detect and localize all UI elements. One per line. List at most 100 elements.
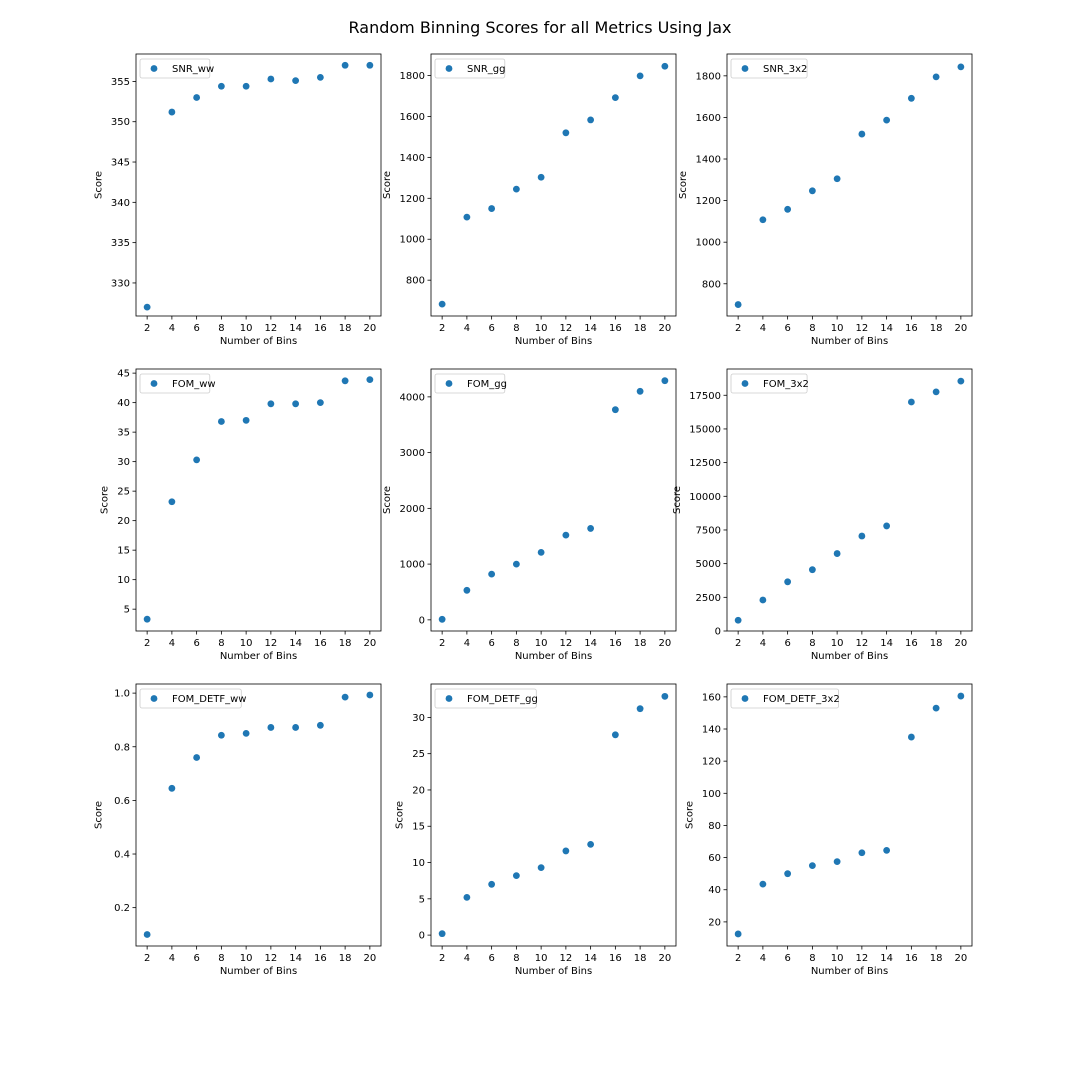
data-point: [488, 570, 496, 578]
y-tick-label: 60: [708, 853, 721, 864]
y-tick-label: 160: [702, 692, 721, 703]
y-tick-label: 800: [702, 279, 721, 290]
y-tick-label: 0: [419, 931, 425, 942]
y-axis-label: Score: [100, 486, 111, 514]
x-tick-label: 10: [240, 953, 253, 964]
figure-title: Random Binning Scores for all Metrics Us…: [348, 18, 732, 37]
x-tick-label: 6: [784, 638, 790, 649]
x-tick-label: 2: [735, 323, 741, 334]
y-tick-label: 15: [412, 822, 425, 833]
data-point: [587, 840, 595, 848]
legend-label: FOM_DETF_gg: [467, 694, 538, 705]
y-axis-label: Score: [93, 801, 104, 829]
legend-marker: [741, 695, 749, 702]
data-point: [907, 94, 915, 102]
legend: SNR_3x2: [730, 58, 808, 79]
y-tick-label: 1000: [400, 235, 425, 246]
subplot-fom-detf-3x2: 2 4 6 8 10 12 14 16 18 20 20 40 60 80 100 120 140 160 Numb…: [684, 683, 973, 977]
legend-box: [730, 58, 808, 79]
x-tick-label: 12: [856, 638, 869, 649]
x-tick-label: 12: [856, 323, 869, 334]
data-point: [808, 566, 816, 574]
data-point: [611, 731, 619, 739]
data-point: [858, 849, 866, 857]
legend: FOM_DETF_gg: [434, 688, 538, 709]
legend-marker: [150, 380, 158, 387]
x-axis-label: Number of Bins: [220, 966, 297, 977]
x-tick-label: 6: [488, 323, 494, 334]
data-point: [143, 303, 151, 311]
data-point: [883, 522, 891, 530]
data-point: [587, 116, 595, 124]
y-tick-label: 335: [111, 238, 130, 249]
data-point: [438, 930, 446, 938]
y-tick-label: 80: [708, 821, 721, 832]
y-tick-label: 15000: [689, 424, 721, 435]
x-tick-label: 8: [809, 323, 815, 334]
y-tick-label: 40: [708, 885, 721, 896]
data-point: [883, 846, 891, 854]
data-point: [341, 61, 349, 69]
x-tick-label: 20: [363, 323, 376, 334]
y-tick-label: 0.8: [114, 742, 130, 753]
y-tick-label: 120: [702, 757, 721, 768]
legend-label: FOM_ww: [172, 379, 216, 390]
data-point: [833, 858, 841, 866]
y-axis-label: Score: [678, 171, 689, 199]
x-tick-label: 18: [634, 638, 647, 649]
subplot-fom-3x2: 2 4 6 8 10 12 14 16 18 20 0 2500 5000 7500 10000 12500 1…: [672, 368, 973, 662]
subplot-fom-gg: 2 4 6 8 10 12 14 16 18 20 0 1000 2000 3000 4000 Number …: [382, 368, 677, 662]
data-point: [292, 724, 300, 731]
data-point: [168, 498, 176, 506]
x-axis-label: Number of Bins: [515, 336, 592, 347]
legend-label: FOM_DETF_ww: [172, 694, 247, 705]
subplot-fom-detf-gg: 2 4 6 8 10 12 14 16 18 20 0 5 10 15 20 25 30 Number of Bi…: [395, 683, 677, 977]
x-tick-label: 12: [856, 953, 869, 964]
data-point: [217, 418, 225, 425]
legend-marker: [445, 695, 453, 702]
data-point: [784, 870, 792, 878]
data-point: [193, 754, 201, 761]
data-point: [734, 930, 742, 938]
x-tick-label: 20: [954, 323, 967, 334]
x-tick-label: 18: [339, 323, 352, 334]
data-point: [636, 387, 644, 395]
x-tick-label: 18: [339, 638, 352, 649]
y-tick-label: 1.0: [114, 689, 130, 700]
x-tick-label: 4: [464, 323, 470, 334]
x-tick-label: 6: [193, 323, 199, 334]
x-axis-label: Number of Bins: [811, 336, 888, 347]
axes-frame: [430, 53, 677, 317]
y-tick-label: 345: [111, 158, 130, 169]
data-point: [267, 400, 275, 408]
x-tick-label: 16: [314, 638, 327, 649]
x-tick-label: 4: [464, 953, 470, 964]
data-point: [784, 578, 792, 586]
y-tick-label: 0: [419, 615, 425, 626]
x-tick-label: 2: [144, 323, 150, 334]
axes-frame: [430, 683, 677, 947]
x-tick-label: 12: [265, 953, 278, 964]
x-tick-label: 8: [218, 323, 224, 334]
x-tick-label: 6: [488, 953, 494, 964]
y-tick-label: 40: [117, 398, 130, 409]
legend-label: FOM_DETF_3x2: [763, 694, 840, 705]
data-point: [562, 847, 570, 855]
x-tick-label: 10: [535, 323, 548, 334]
y-tick-label: 30: [117, 457, 130, 468]
axes-frame: [135, 683, 382, 947]
x-tick-label: 18: [930, 638, 943, 649]
data-point: [366, 61, 374, 69]
x-tick-label: 10: [535, 953, 548, 964]
x-tick-label: 14: [880, 953, 893, 964]
data-point: [661, 62, 669, 70]
x-tick-label: 16: [609, 323, 622, 334]
data-point: [512, 185, 520, 193]
x-tick-label: 6: [488, 638, 494, 649]
x-tick-label: 20: [658, 953, 671, 964]
legend-box: [139, 373, 211, 394]
x-tick-label: 6: [784, 953, 790, 964]
y-tick-label: 25: [412, 749, 425, 760]
x-tick-label: 4: [169, 323, 175, 334]
x-tick-label: 16: [609, 638, 622, 649]
